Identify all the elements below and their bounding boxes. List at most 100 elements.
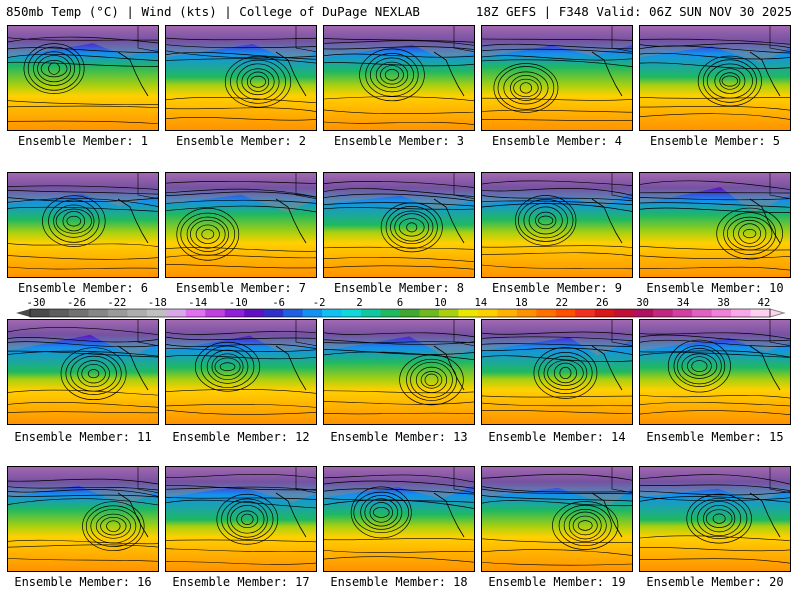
colorbar-swatch [438,309,459,317]
member-map-13[interactable] [323,319,475,425]
member-map-10[interactable] [639,172,791,278]
colorbar-swatch [88,309,109,317]
member-caption-15: Ensemble Member: 15 [646,430,784,444]
colorbar-swatch [322,309,343,317]
colorbar-swatch [263,309,284,317]
member-map-8[interactable] [323,172,475,278]
colorbar-swatch [731,309,752,317]
colorbar-tick-label: 14 [474,297,488,309]
colorbar-tick-label: 2 [356,297,363,309]
colorbar-swatch [185,309,206,317]
member-map-15[interactable] [639,319,791,425]
member-map-14[interactable] [481,319,633,425]
colorbar-tick-label: -2 [312,297,326,309]
colorbar-swatch [49,309,70,317]
colorbar-tick-label: -6 [272,297,285,309]
colorbar-swatch [575,309,596,317]
run-valid-time: 18Z GEFS | F348 Valid: 06Z SUN NOV 30 20… [475,4,792,19]
colorbar-swatch [166,309,187,317]
colorbar-tick-label: -22 [107,297,127,309]
colorbar-swatch [30,309,50,317]
colorbar-swatch [283,309,304,317]
colorbar-swatch [614,309,635,317]
member-caption-12: Ensemble Member: 12 [172,430,310,444]
chart-title: 850mb Temp (°C) | Wind (kts) | College o… [6,4,420,19]
colorbar-tick-label: -30 [26,297,46,309]
colorbar-swatch [380,309,401,317]
colorbar-swatch [458,309,479,317]
colorbar-tick-label: 18 [515,297,528,309]
member-map-5[interactable] [639,25,791,131]
colorbar-tick-label: 6 [396,297,404,309]
colorbar-tick-label: 26 [595,297,609,309]
colorbar-swatch [146,309,167,317]
member-caption-11: Ensemble Member: 11 [14,430,152,444]
colorbar-swatch [361,309,382,317]
member-map-2[interactable] [165,25,317,131]
member-caption-2: Ensemble Member: 2 [175,134,307,148]
colorbar-swatch [419,309,440,317]
colorbar-swatch [477,309,498,317]
member-caption-13: Ensemble Member: 13 [330,430,468,444]
colorbar-swatch [750,309,771,317]
colorbar-swatch [341,309,362,317]
colorbar-tick-label: 30 [636,297,649,309]
colorbar-tick-label: 34 [676,297,690,309]
member-map-9[interactable] [481,172,633,278]
member-caption-9: Ensemble Member: 9 [491,281,623,295]
member-map-19[interactable] [481,466,633,572]
member-map-6[interactable] [7,172,159,278]
colorbar-tick-label: 10 [434,297,447,309]
colorbar-tick-label: -14 [188,297,208,309]
member-caption-19: Ensemble Member: 19 [488,575,626,589]
member-caption-4: Ensemble Member: 4 [491,134,623,148]
colorbar-tick-label: -26 [66,297,86,309]
colorbar-swatch [205,309,226,317]
member-map-4[interactable] [481,25,633,131]
colorbar-low-arrow [16,309,30,317]
colorbar-high-arrow [769,308,786,318]
member-caption-7: Ensemble Member: 7 [175,281,307,295]
colorbar-swatch [244,309,265,317]
member-map-11[interactable] [7,319,159,425]
colorbar-swatch [68,309,89,317]
colorbar-swatch [127,309,148,317]
member-caption-3: Ensemble Member: 3 [333,134,465,148]
member-caption-6: Ensemble Member: 6 [17,281,149,295]
colorbar-tick-label: 38 [717,297,730,309]
member-map-3[interactable] [323,25,475,131]
member-map-1[interactable] [7,25,159,131]
member-caption-14: Ensemble Member: 14 [488,430,626,444]
colorbar-swatch [555,309,576,317]
member-caption-20: Ensemble Member: 20 [646,575,784,589]
member-caption-1: Ensemble Member: 1 [17,134,149,148]
member-caption-16: Ensemble Member: 16 [14,575,152,589]
colorbar-swatch [594,309,615,317]
colorbar-swatch [711,309,732,317]
colorbar-swatch [633,309,654,317]
colorbar-swatch [653,309,674,317]
colorbar-swatch [536,309,557,317]
colorbar-tick-label: 22 [555,297,569,309]
colorbar-tick-label: -18 [147,297,167,309]
member-map-7[interactable] [165,172,317,278]
member-caption-5: Ensemble Member: 5 [649,134,781,148]
colorbar-swatch [672,309,693,317]
member-map-16[interactable] [7,466,159,572]
member-map-20[interactable] [639,466,791,572]
member-caption-10: Ensemble Member: 10 [646,281,784,295]
colorbar-swatch [302,309,323,317]
colorbar-tick-label: 42 [757,297,771,309]
member-caption-8: Ensemble Member: 8 [333,281,465,295]
colorbar-swatch [516,309,537,317]
colorbar-swatch [224,309,245,317]
colorbar-swatch [692,309,713,317]
member-map-18[interactable] [323,466,475,572]
member-map-12[interactable] [165,319,317,425]
colorbar-swatch [400,309,420,317]
member-caption-18: Ensemble Member: 18 [330,575,468,589]
colorbar-tick-label: -10 [228,297,248,309]
member-map-17[interactable] [165,466,317,572]
member-caption-17: Ensemble Member: 17 [172,575,310,589]
colorbar-swatch [497,309,518,317]
